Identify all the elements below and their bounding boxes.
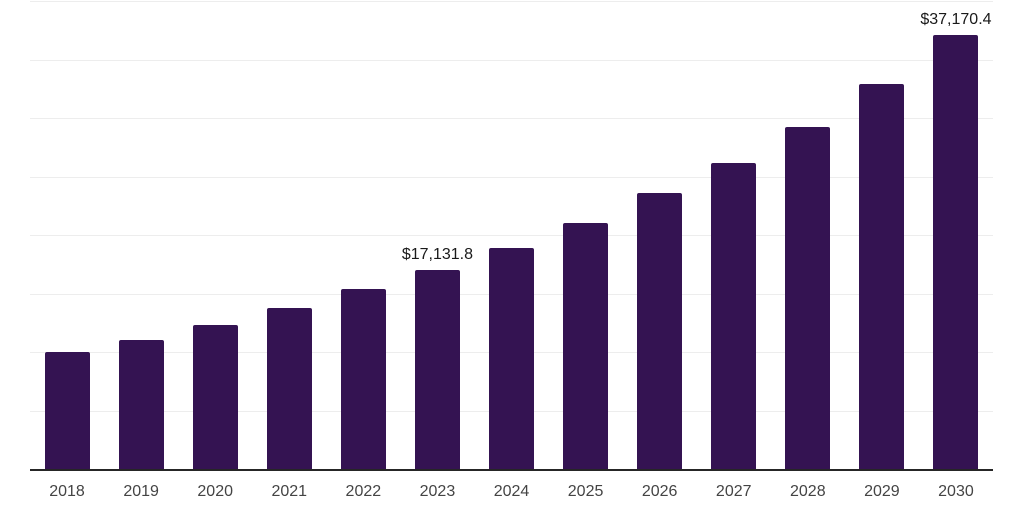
bar-2018: [44, 351, 90, 470]
bar-2022: [340, 289, 386, 470]
x-tick-label-2025: 2025: [567, 483, 604, 500]
x-tick-label-2019: 2019: [123, 483, 159, 500]
gridline: [30, 235, 993, 236]
x-tick-label-2028: 2028: [790, 483, 826, 500]
x-axis-line: [30, 469, 993, 471]
x-tick-label-2018: 2018: [49, 483, 85, 500]
x-tick-label-2023: 2023: [419, 483, 456, 500]
bar-2027: [711, 162, 757, 470]
gridline: [30, 1, 993, 2]
data-label-2030: $37,170.4: [920, 11, 992, 29]
x-tick-label-2027: 2027: [715, 483, 752, 500]
bar-2025: [563, 223, 609, 470]
data-label-2023: $17,131.8: [401, 245, 474, 263]
bar-2030: [933, 35, 979, 470]
bar-2019: [118, 340, 164, 470]
gridline: [30, 176, 993, 178]
x-tick-label-2022: 2022: [345, 483, 382, 500]
x-tick-label-2030: 2030: [938, 483, 974, 500]
bar-2021: [266, 307, 312, 470]
bar-2026: [637, 193, 683, 470]
gridline: [30, 118, 993, 119]
x-tick-label-2026: 2026: [641, 483, 678, 500]
x-tick-label-2021: 2021: [271, 483, 308, 500]
x-tick-label-2029: 2029: [864, 483, 900, 500]
bar-2023: [414, 269, 460, 470]
bar-2024: [489, 248, 534, 470]
bar-2028: [785, 126, 831, 470]
x-tick-label-2024: 2024: [493, 483, 530, 500]
bar-2020: [192, 324, 238, 470]
x-tick-label-2020: 2020: [197, 483, 233, 500]
gridline: [30, 59, 993, 61]
bar-2029: [859, 84, 905, 470]
